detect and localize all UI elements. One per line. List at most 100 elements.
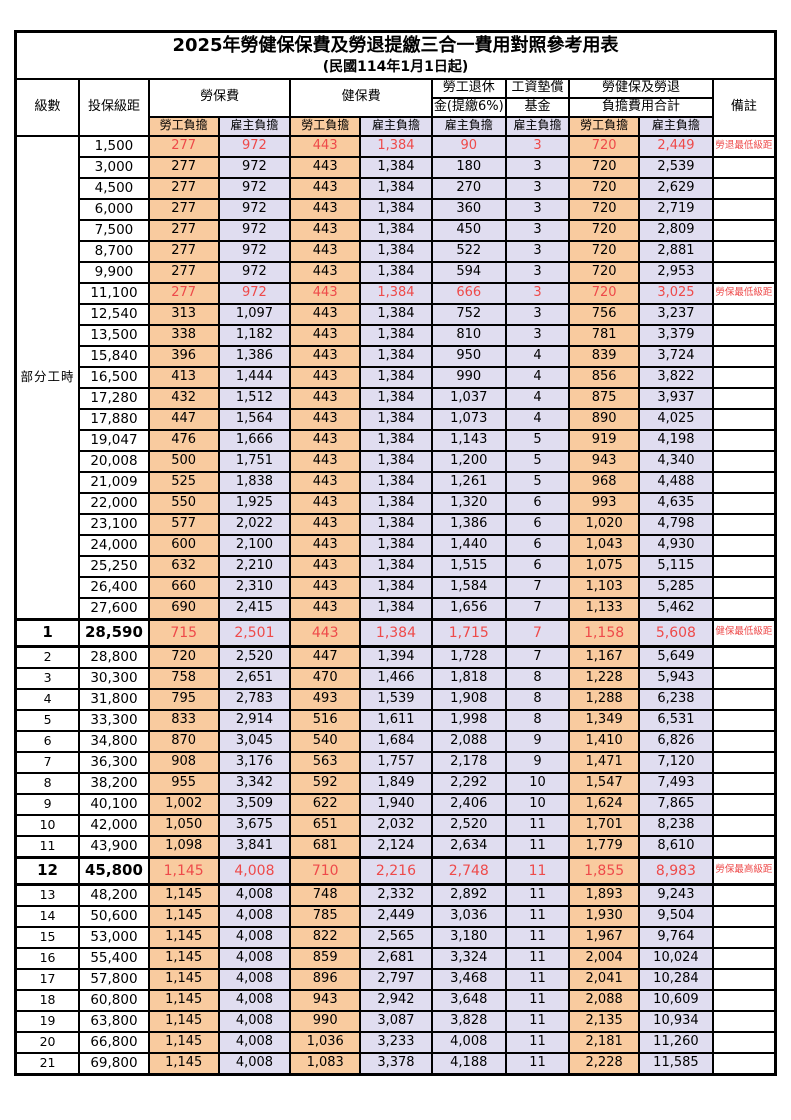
labor-fee-employee-cell: 758 xyxy=(147,666,220,690)
remark-cell xyxy=(711,176,777,200)
health-fee-employee-cell: 681 xyxy=(289,834,362,859)
health-fee-employer-cell: 1,384 xyxy=(359,512,433,536)
wage-fund-employer-cell: 6 xyxy=(504,554,571,578)
total-employee-cell: 1,020 xyxy=(568,512,640,536)
wage-fund-employer-cell: 7 xyxy=(504,596,571,621)
total-employee-cell: 2,041 xyxy=(568,967,640,991)
labor-fee-employee-cell: 277 xyxy=(147,239,220,263)
bracket-cell: 26,400 xyxy=(78,575,150,599)
labor-fee-employer-cell: 1,386 xyxy=(217,344,292,368)
health-fee-employer-cell: 2,942 xyxy=(359,988,433,1012)
pension-employer-cell: 1,908 xyxy=(430,687,507,711)
bracket-cell: 30,300 xyxy=(78,666,150,690)
health-fee-employee-cell: 443 xyxy=(289,134,362,158)
labor-fee-employee-cell: 338 xyxy=(147,323,220,347)
wage-fund-employer-cell: 11 xyxy=(504,925,571,949)
wage-fund-employer-cell: 5 xyxy=(504,449,571,473)
health-fee-employer-cell: 1,384 xyxy=(359,239,433,263)
wage-fund-employer-cell: 11 xyxy=(504,1051,571,1076)
wage-fund-employer-cell: 4 xyxy=(504,407,571,431)
total-employer-cell: 11,585 xyxy=(638,1051,714,1076)
level-cell: 8 xyxy=(14,771,81,795)
total-employee-cell: 993 xyxy=(568,491,640,515)
total-employer-cell: 10,284 xyxy=(638,967,714,991)
health-fee-employee-cell: 710 xyxy=(289,855,362,886)
health-fee-employer-cell: 1,384 xyxy=(359,491,433,515)
labor-fee-employee-cell: 1,050 xyxy=(147,813,220,837)
level-cell: 21 xyxy=(14,1051,81,1076)
table-row: 13,500 338 1,182 443 1,384 810 3 781 3,379 xyxy=(16,323,777,347)
total-employee-cell: 1,228 xyxy=(568,666,640,690)
bracket-cell: 1,500 xyxy=(78,134,150,158)
total-employer-cell: 2,539 xyxy=(638,155,714,179)
remark-cell xyxy=(711,554,777,578)
wage-fund-employer-cell: 3 xyxy=(504,302,571,326)
col-header-pension-line1: 勞工退休 xyxy=(430,77,507,99)
level-cell: 20 xyxy=(14,1030,81,1054)
labor-fee-employee-cell: 277 xyxy=(147,218,220,242)
pension-employer-cell: 594 xyxy=(430,260,507,284)
total-employee-cell: 1,288 xyxy=(568,687,640,711)
pension-employer-cell: 1,656 xyxy=(430,596,507,621)
table-row: 8 38,200 955 3,342 592 1,849 2,292 10 1,547 7,493 xyxy=(14,771,777,795)
labor-fee-employer-cell: 2,651 xyxy=(217,666,292,690)
col-header-wage-fund-line2: 基金 xyxy=(504,96,571,118)
health-fee-employee-cell: 443 xyxy=(289,512,362,536)
bracket-cell: 48,200 xyxy=(78,883,150,907)
labor-fee-employee-cell: 795 xyxy=(147,687,220,711)
total-employee-cell: 1,410 xyxy=(568,729,640,753)
pension-employer-cell: 2,892 xyxy=(430,883,507,907)
labor-fee-employer-cell: 2,100 xyxy=(217,533,292,557)
health-fee-employee-cell: 1,083 xyxy=(289,1051,362,1076)
wage-fund-employer-cell: 6 xyxy=(504,512,571,536)
col-header-total-line1: 勞健保及勞退 xyxy=(568,77,714,99)
table-row: 11,100 277 972 443 1,384 666 3 720 3,025 勞保最低級距 xyxy=(16,281,777,305)
labor-fee-employee-cell: 1,145 xyxy=(147,1009,220,1033)
table-row: 20 66,800 1,145 4,008 1,036 3,233 4,008 11 2,181… xyxy=(14,1030,777,1054)
level-cell: 2 xyxy=(14,645,81,669)
health-fee-employee-cell: 622 xyxy=(289,792,362,816)
labor-fee-employee-cell: 277 xyxy=(147,197,220,221)
pension-employer-cell: 666 xyxy=(430,281,507,305)
level-cell: 15 xyxy=(14,925,81,949)
labor-fee-employee-cell: 690 xyxy=(147,596,220,621)
table-row: 21,009 525 1,838 443 1,384 1,261 5 968 4,488 xyxy=(16,470,777,494)
pension-employer-cell: 3,324 xyxy=(430,946,507,970)
health-fee-employer-cell: 1,384 xyxy=(359,617,433,648)
total-employer-cell: 5,115 xyxy=(638,554,714,578)
wage-fund-employer-cell: 11 xyxy=(504,883,571,907)
pension-employer-cell: 1,715 xyxy=(430,617,507,648)
total-employer-cell: 2,881 xyxy=(638,239,714,263)
health-fee-employer-cell: 1,757 xyxy=(359,750,433,774)
labor-fee-employee-cell: 1,145 xyxy=(147,967,220,991)
health-fee-employer-cell: 2,216 xyxy=(359,855,433,886)
total-employee-cell: 720 xyxy=(568,260,640,284)
total-employer-cell: 8,983 xyxy=(638,855,714,886)
total-employer-cell: 4,798 xyxy=(638,512,714,536)
labor-fee-employer-cell: 972 xyxy=(217,176,292,200)
remark-cell xyxy=(711,771,777,795)
bracket-cell: 25,250 xyxy=(78,554,150,578)
table-row: 23,100 577 2,022 443 1,384 1,386 6 1,020 4,798 xyxy=(16,512,777,536)
table-row: 7,500 277 972 443 1,384 450 3 720 2,809 xyxy=(16,218,777,242)
total-employer-cell: 4,025 xyxy=(638,407,714,431)
labor-fee-employee-cell: 715 xyxy=(147,617,220,648)
bracket-cell: 3,000 xyxy=(78,155,150,179)
health-fee-employee-cell: 443 xyxy=(289,491,362,515)
pension-employer-cell: 4,188 xyxy=(430,1051,507,1076)
bracket-cell: 60,800 xyxy=(78,988,150,1012)
labor-fee-employee-cell: 277 xyxy=(147,281,220,305)
labor-fee-employee-cell: 1,145 xyxy=(147,988,220,1012)
table-row: 24,000 600 2,100 443 1,384 1,440 6 1,043 4,930 xyxy=(16,533,777,557)
remark-cell xyxy=(711,904,777,928)
total-employee-cell: 919 xyxy=(568,428,640,452)
pension-employer-cell: 1,440 xyxy=(430,533,507,557)
health-fee-employer-cell: 1,384 xyxy=(359,176,433,200)
pension-employer-cell: 1,037 xyxy=(430,386,507,410)
remark-cell xyxy=(711,946,777,970)
remark-cell xyxy=(711,386,777,410)
pension-employer-cell: 1,386 xyxy=(430,512,507,536)
wage-fund-employer-cell: 11 xyxy=(504,1009,571,1033)
pension-employer-cell: 2,406 xyxy=(430,792,507,816)
remark-cell xyxy=(711,988,777,1012)
